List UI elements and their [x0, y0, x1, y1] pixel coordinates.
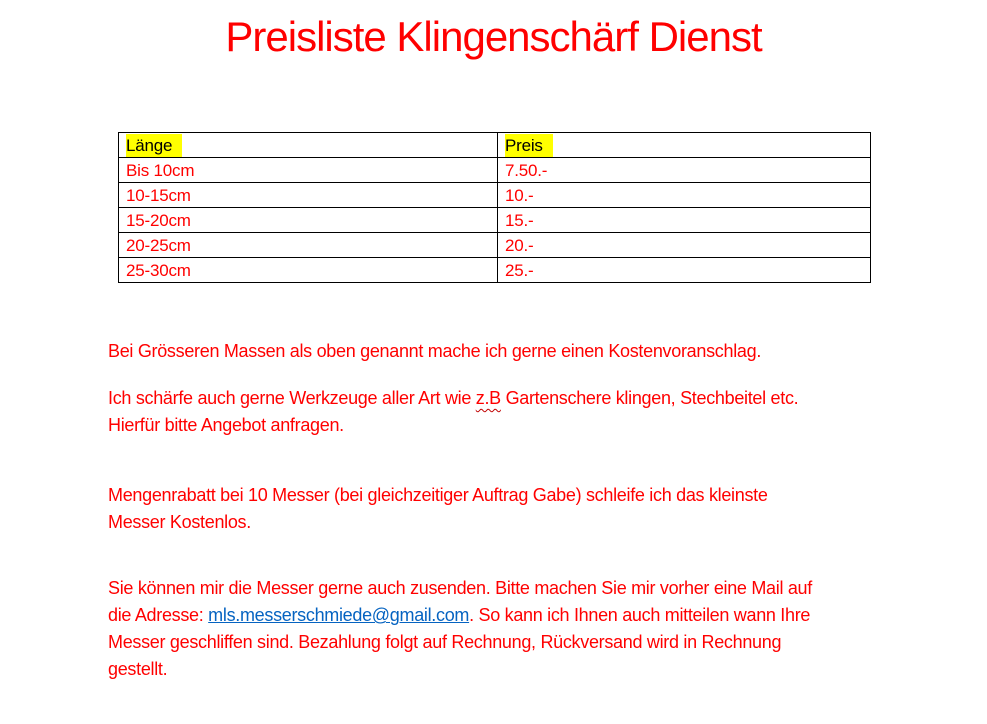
- body-text: Bei Grösseren Massen als oben genannt ma…: [108, 338, 908, 683]
- paragraph-zusenden: Sie können mir die Messer gerne auch zus…: [108, 575, 908, 683]
- price-table: Länge Preis Bis 10cm 7.50.- 10-15cm 10.- 15-…: [118, 132, 871, 283]
- table-row: 10-15cm 10.-: [118, 182, 871, 208]
- spellcheck-flagged-text: z.B: [475, 388, 501, 408]
- header-cell-laenge: Länge: [118, 132, 498, 158]
- paragraph-kostenvoranschlag: Bei Grösseren Massen als oben genannt ma…: [108, 338, 908, 365]
- cell-preis: 10.-: [497, 182, 871, 208]
- table-row: 20-25cm 20.-: [118, 232, 871, 258]
- text-run: die Adresse:: [108, 605, 209, 625]
- paragraph-mengenrabatt: Mengenrabatt bei 10 Messer (bei gleichze…: [108, 482, 908, 536]
- text-run: Messer Kostenlos.: [108, 512, 251, 532]
- cell-preis: 20.-: [497, 232, 871, 258]
- text-run: Mengenrabatt bei 10 Messer (bei gleichze…: [108, 485, 768, 505]
- text-run: . So kann ich Ihnen auch mitteilen wann …: [469, 605, 811, 625]
- cell-laenge: 10-15cm: [118, 182, 498, 208]
- text-run: Messer geschliffen sind. Bezahlung folgt…: [108, 632, 782, 652]
- cell-preis: 15.-: [497, 207, 871, 233]
- cell-laenge: Bis 10cm: [118, 157, 498, 183]
- cell-laenge: 15-20cm: [118, 207, 498, 233]
- text-run: Gartenschere klingen, Stechbeitel etc.: [500, 388, 799, 408]
- email-link[interactable]: mls.messerschmiede@gmail.com: [208, 605, 470, 625]
- header-cell-preis: Preis: [497, 132, 871, 158]
- text-run: Bei Grösseren Massen als oben genannt ma…: [108, 341, 762, 361]
- text-run: Sie können mir die Messer gerne auch zus…: [108, 578, 812, 598]
- text-run: gestellt.: [108, 659, 168, 679]
- cell-preis: 25.-: [497, 257, 871, 283]
- table-row: 25-30cm 25.-: [118, 257, 871, 283]
- highlighted-header-laenge: Länge: [126, 133, 183, 157]
- table-row: 15-20cm 15.-: [118, 207, 871, 233]
- cell-laenge: 25-30cm: [118, 257, 498, 283]
- table-row: Bis 10cm 7.50.-: [118, 157, 871, 183]
- paragraph-werkzeuge: Ich schärfe auch gerne Werkzeuge aller A…: [108, 385, 908, 439]
- text-run: Hierfür bitte Angebot anfragen.: [108, 415, 344, 435]
- table-header-row: Länge Preis: [118, 132, 871, 158]
- cell-preis: 7.50.-: [497, 157, 871, 183]
- cell-laenge: 20-25cm: [118, 232, 498, 258]
- page-title: Preisliste Klingenschärf Dienst: [225, 13, 762, 60]
- text-run: Ich schärfe auch gerne Werkzeuge aller A…: [108, 388, 476, 408]
- document-page: Preisliste Klingenschärf Dienst Länge Pr…: [0, 12, 987, 724]
- highlighted-header-preis: Preis: [505, 133, 553, 157]
